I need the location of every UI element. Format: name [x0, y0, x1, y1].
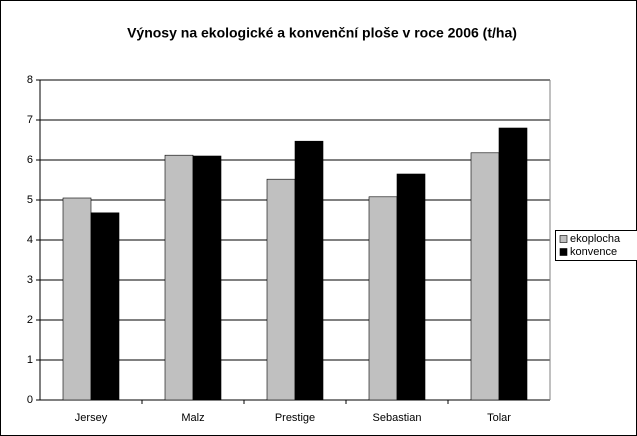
y-tick-label: 6 [27, 154, 33, 166]
bar [192, 155, 222, 401]
bar [294, 140, 324, 401]
y-tick-label: 7 [27, 114, 33, 126]
x-tick-label: Prestige [275, 412, 315, 424]
legend-label: ekoplocha [570, 233, 621, 245]
bar [470, 152, 500, 401]
bar [266, 178, 296, 401]
legend-swatch [559, 235, 568, 243]
x-tick-label: Sebastian [373, 412, 422, 424]
y-tick-label: 1 [27, 354, 33, 366]
legend-swatch [559, 248, 568, 256]
y-tick-label: 8 [27, 74, 33, 86]
y-tick-label: 3 [27, 274, 33, 286]
legend-label: konvence [570, 246, 617, 258]
y-tick-label: 5 [27, 194, 33, 206]
x-tick-label: Malz [181, 412, 204, 424]
bar [90, 212, 120, 401]
bar [368, 196, 398, 401]
bar [164, 154, 194, 401]
y-tick-label: 4 [27, 234, 33, 246]
bar [498, 127, 528, 401]
y-tick-label: 2 [27, 314, 33, 326]
bar [62, 197, 92, 401]
legend-box [555, 230, 637, 261]
chart-title: Výnosy na ekologické a konvenční ploše v… [127, 25, 517, 41]
bar [396, 173, 426, 401]
x-tick-label: Jersey [75, 412, 108, 424]
y-tick-label: 0 [27, 394, 33, 406]
x-tick-label: Tolar [487, 412, 511, 424]
